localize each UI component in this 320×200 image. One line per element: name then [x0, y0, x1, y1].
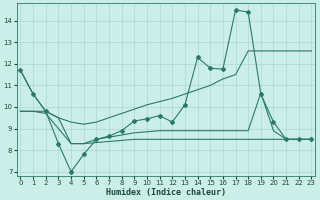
X-axis label: Humidex (Indice chaleur): Humidex (Indice chaleur) [106, 188, 226, 197]
